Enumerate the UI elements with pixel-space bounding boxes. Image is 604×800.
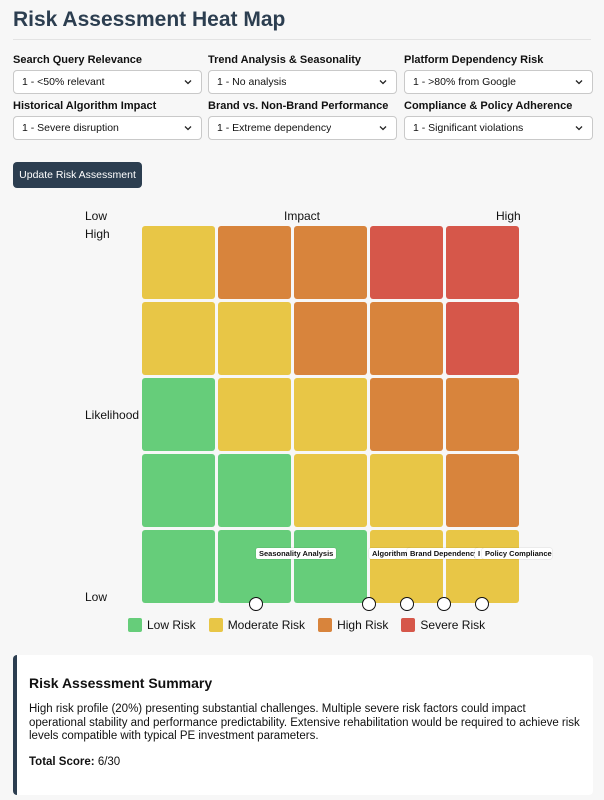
marker-label-policy-compliance: Policy Compliance [482, 548, 552, 559]
summary-text: High risk profile (20%) presenting subst… [29, 703, 580, 742]
heatmap-cell-moderate [218, 302, 291, 375]
update-risk-assessment-button[interactable]: Update Risk Assessment [13, 162, 142, 188]
likelihood-low-label: Low [85, 590, 108, 604]
marker-label-algorithm: Algorithm [369, 548, 411, 559]
chevron-down-icon [184, 80, 192, 85]
select-value: 1 - Significant violations [413, 122, 524, 134]
heatmap-cell-high [294, 226, 367, 299]
platform-dependency-select[interactable]: 1 - >80% from Google [404, 70, 593, 94]
impact-high-label: High [496, 209, 521, 223]
heatmap-cell-high [370, 378, 443, 451]
likelihood-high-label: High [85, 227, 110, 241]
trend-analysis-select[interactable]: 1 - No analysis [208, 70, 397, 94]
field-trend-analysis: Trend Analysis & Seasonality 1 - No anal… [208, 54, 397, 94]
heatmap-cell-low [142, 530, 215, 603]
risk-marker-dot[interactable] [362, 597, 376, 611]
legend-label: Moderate Risk [227, 618, 306, 632]
marker-label-seasonality: Seasonality Analysis [256, 548, 336, 559]
legend-item-high: High Risk [318, 618, 388, 632]
select-value: 1 - <50% relevant [22, 76, 105, 88]
risk-marker-dot[interactable] [437, 597, 451, 611]
historical-algorithm-select[interactable]: 1 - Severe disruption [13, 116, 202, 140]
total-score-value: 6/30 [97, 755, 121, 768]
heatmap-cell-high [294, 302, 367, 375]
marker-label-brand-dependency: Brand Dependency [407, 548, 479, 559]
field-historical-algorithm: Historical Algorithm Impact 1 - Severe d… [13, 100, 202, 140]
heatmap-cell-severe [446, 226, 519, 299]
select-value: 1 - Severe disruption [22, 122, 119, 134]
heatmap-cell-low [142, 378, 215, 451]
heatmap-cell-severe [446, 302, 519, 375]
heatmap-cell-moderate [446, 530, 519, 603]
field-label: Trend Analysis & Seasonality [208, 54, 362, 66]
legend-label: Low Risk [147, 618, 196, 632]
heatmap-cell-severe [370, 226, 443, 299]
likelihood-axis-label: Likelihood [85, 408, 140, 422]
risk-marker-dot[interactable] [249, 597, 263, 611]
heatmap-cell-high [370, 302, 443, 375]
heatmap-cell-high [218, 226, 291, 299]
heatmap-cell-high [446, 454, 519, 527]
legend-swatch [208, 618, 223, 632]
heatmap-cell-low [218, 530, 291, 603]
heatmap-cell-moderate [370, 454, 443, 527]
legend-item-moderate: Moderate Risk [208, 618, 306, 632]
search-query-relevance-select[interactable]: 1 - <50% relevant [13, 70, 202, 94]
legend-swatch [128, 618, 142, 632]
heatmap-cell-low [218, 454, 291, 527]
select-value: 1 - No analysis [217, 76, 287, 88]
legend-item-severe: Severe Risk [401, 618, 485, 632]
heatmap-cell-low [294, 530, 367, 603]
heatmap-cell-moderate [142, 302, 215, 375]
total-score: Total Score: 6/30 [29, 756, 581, 768]
marker-label-truncated: I [475, 548, 484, 559]
impact-axis-label: Impact [284, 209, 321, 223]
legend-item-low: Low Risk [128, 618, 196, 632]
field-label: Historical Algorithm Impact [13, 100, 157, 112]
field-search-query-relevance: Search Query Relevance 1 - <50% relevant [13, 54, 202, 94]
chevron-down-icon [575, 126, 583, 131]
impact-low-label: Low [85, 209, 108, 223]
heatmap-cell-moderate [218, 378, 291, 451]
total-score-label: Total Score: [29, 755, 95, 768]
page-title: Risk Assessment Heat Map [13, 8, 286, 31]
field-label: Platform Dependency Risk [404, 54, 544, 66]
heatmap-legend: Low Risk Moderate Risk High Risk Severe … [128, 618, 485, 632]
risk-summary-panel: Risk Assessment Summary High risk profil… [13, 655, 593, 795]
heatmap-cell-moderate [370, 530, 443, 603]
legend-swatch [318, 618, 333, 632]
field-label: Compliance & Policy Adherence [404, 100, 573, 112]
legend-label: High Risk [337, 618, 389, 632]
compliance-policy-select[interactable]: 1 - Significant violations [404, 116, 593, 140]
heatmap-cell-moderate [294, 454, 367, 527]
field-label: Search Query Relevance [13, 54, 143, 66]
risk-marker-dot[interactable] [475, 597, 489, 611]
heatmap-cell-moderate [142, 226, 215, 299]
brand-vs-nonbrand-select[interactable]: 1 - Extreme dependency [208, 116, 397, 140]
chevron-down-icon [184, 126, 192, 131]
chevron-down-icon [575, 80, 583, 85]
chevron-down-icon [379, 80, 387, 85]
select-value: 1 - >80% from Google [413, 76, 517, 88]
field-platform-dependency: Platform Dependency Risk 1 - >80% from G… [404, 54, 593, 94]
field-compliance-policy: Compliance & Policy Adherence 1 - Signif… [404, 100, 593, 140]
field-brand-vs-nonbrand: Brand vs. Non-Brand Performance 1 - Extr… [208, 100, 397, 140]
legend-swatch [401, 618, 416, 632]
summary-title: Risk Assessment Summary [29, 675, 213, 691]
chevron-down-icon [379, 126, 387, 131]
risk-heatmap-grid [142, 226, 519, 603]
heatmap-cell-high [446, 378, 519, 451]
legend-label: Severe Risk [420, 618, 486, 632]
field-label: Brand vs. Non-Brand Performance [208, 100, 389, 112]
select-value: 1 - Extreme dependency [217, 122, 332, 134]
title-divider [13, 39, 591, 40]
heatmap-cell-low [142, 454, 215, 527]
risk-marker-dot[interactable] [400, 597, 414, 611]
heatmap-cell-moderate [294, 378, 367, 451]
